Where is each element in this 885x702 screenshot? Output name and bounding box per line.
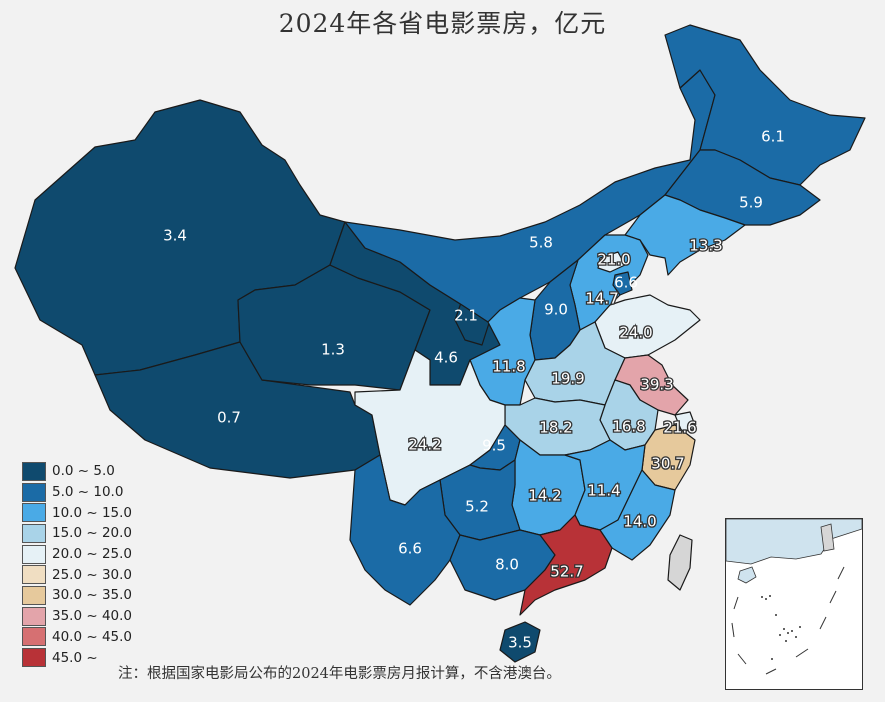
legend-swatch	[22, 544, 46, 564]
province-hainan	[499, 621, 541, 663]
value-label-guangxi: 8.0	[495, 556, 519, 574]
province-shanghai	[674, 411, 697, 433]
value-label-hainan: 3.5	[508, 634, 532, 652]
value-label-shandong: 24.0	[619, 324, 652, 342]
legend-item: 15.0 ~ 20.0	[22, 523, 132, 544]
legend-label: 15.0 ~ 20.0	[52, 525, 133, 542]
legend-swatch	[22, 482, 46, 502]
value-label-ningxia: 2.1	[454, 307, 478, 325]
legend-swatch	[22, 585, 46, 605]
legend-item: 40.0 ~ 45.0	[22, 627, 132, 648]
legend-swatch	[22, 627, 46, 647]
legend-item: 25.0 ~ 30.0	[22, 564, 132, 585]
taiwan-region	[667, 534, 693, 591]
legend-label: 5.0 ~ 10.0	[52, 484, 124, 501]
legend-label: 30.0 ~ 35.0	[52, 587, 133, 604]
legend-label: 45.0 ~	[52, 649, 98, 666]
value-label-xinjiang: 3.4	[163, 227, 187, 245]
value-label-shanxi: 9.0	[544, 301, 568, 319]
value-label-liaoning: 13.3	[689, 237, 722, 255]
value-label-shaanxi: 11.8	[492, 358, 525, 376]
province-heilongjiang	[664, 24, 866, 186]
legend-item: 20.0 ~ 25.0	[22, 544, 132, 565]
value-label-inner-mongolia: 5.8	[529, 234, 553, 252]
south-china-sea-inset	[725, 518, 863, 690]
map-title: 2024年各省电影票房，亿元	[278, 9, 607, 38]
value-label-jilin: 5.9	[739, 194, 763, 212]
legend-label: 20.0 ~ 25.0	[52, 546, 133, 563]
value-label-chongqing: 9.5	[482, 437, 506, 455]
value-label-hunan: 14.2	[528, 487, 561, 505]
value-label-heilongjiang: 6.1	[761, 128, 785, 146]
legend-swatch	[22, 503, 46, 523]
legend-label: 40.0 ~ 45.0	[52, 628, 133, 645]
value-label-jiangxi: 11.4	[587, 482, 620, 500]
value-label-hebei: 14.7	[585, 290, 618, 308]
value-label-fujian: 14.0	[623, 513, 656, 531]
legend-item: 35.0 ~ 40.0	[22, 606, 132, 627]
value-label-jiangsu: 39.3	[640, 376, 673, 394]
value-label-qinghai: 1.3	[321, 341, 345, 359]
value-label-hubei: 18.2	[539, 419, 572, 437]
value-label-henan: 19.9	[551, 370, 584, 388]
value-label-anhui: 16.8	[612, 418, 645, 436]
legend-swatch	[22, 648, 46, 668]
value-label-gansu: 4.6	[434, 349, 458, 367]
value-label-shanghai: 21.6	[663, 419, 696, 437]
legend-item: 45.0 ~	[22, 647, 132, 668]
province-tianjin	[612, 271, 633, 296]
legend-label: 25.0 ~ 30.0	[52, 566, 133, 583]
value-label-guangdong: 52.7	[550, 563, 583, 581]
legend-swatch	[22, 565, 46, 585]
value-label-guizhou: 5.2	[465, 498, 489, 516]
legend-item: 10.0 ~ 15.0	[22, 502, 132, 523]
legend-item: 5.0 ~ 10.0	[22, 482, 132, 503]
legend-label: 35.0 ~ 40.0	[52, 608, 133, 625]
legend-label: 10.0 ~ 15.0	[52, 504, 133, 521]
value-label-beijing: 21.0	[597, 251, 630, 269]
south-china-sea-inset-map	[726, 519, 862, 675]
legend-item: 0.0 ~ 5.0	[22, 461, 132, 482]
legend-item: 30.0 ~ 35.0	[22, 585, 132, 606]
footnote: 注：根据国家电影局公布的2024年电影票房月报计算，不含港澳台。	[118, 666, 561, 682]
legend-swatch	[22, 606, 46, 626]
value-label-sichuan: 24.2	[408, 436, 441, 454]
legend: 0.0 ~ 5.0 5.0 ~ 10.0 10.0 ~ 15.0 15.0 ~ …	[22, 461, 132, 668]
value-label-tianjin: 6.6	[614, 274, 638, 292]
legend-label: 0.0 ~ 5.0	[52, 463, 115, 480]
province-guangdong	[519, 514, 613, 616]
province-beijing	[597, 251, 626, 273]
legend-swatch	[22, 523, 46, 543]
value-label-yunnan: 6.6	[398, 540, 422, 558]
value-label-zhejiang: 30.7	[651, 455, 684, 473]
value-label-tibet: 0.7	[217, 409, 241, 427]
legend-swatch	[22, 461, 46, 481]
